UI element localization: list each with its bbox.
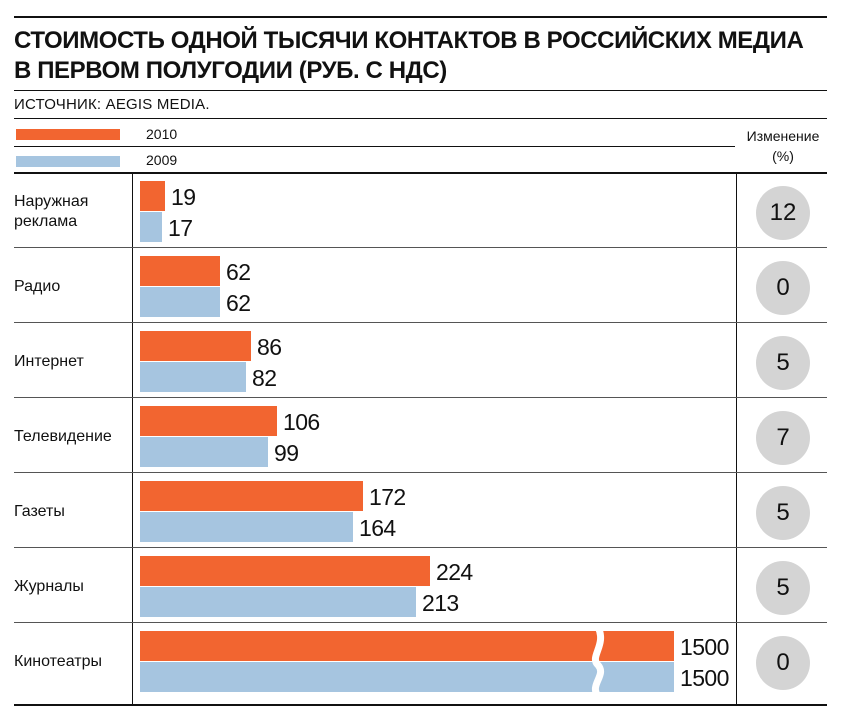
- value-label-2010-журналы: 224: [436, 559, 473, 585]
- value-label-2010-кинотеатры: 1500: [680, 634, 729, 660]
- bar-2009-кинотеатры: [140, 662, 674, 692]
- chart-title: СТОИМОСТЬ ОДНОЙ ТЫСЯЧИ КОНТАКТОВ В РОССИ…: [14, 26, 814, 86]
- bar-2009-телевидение: [140, 437, 268, 467]
- plot-top-rule: [14, 172, 827, 174]
- bar-2010-кинотеатры: [140, 631, 674, 661]
- category-label-интернет: Интернет: [14, 353, 84, 370]
- bar-2009-журналы: [140, 587, 416, 617]
- row-separator: [14, 547, 827, 548]
- bar-2010-интернет: [140, 331, 251, 361]
- bar-2009-радио: [140, 287, 220, 317]
- category-label-кинотеатры: Кинотеатры: [14, 653, 102, 670]
- value-label-2009-кинотеатры: 1500: [680, 665, 729, 691]
- value-label-2010-интернет: 86: [257, 334, 282, 360]
- change-badge-радио: 0: [756, 261, 810, 315]
- title-rule: [14, 90, 827, 91]
- change-header-line-2: (%): [772, 148, 794, 164]
- category-label-наружная-реклама: Наружная реклама: [14, 193, 89, 230]
- legend-label-2009: 2009: [146, 152, 178, 168]
- value-label-2009-газеты: 164: [359, 515, 396, 541]
- bar-2010-наружная-реклама: [140, 181, 165, 211]
- category-axis-line: [132, 172, 133, 704]
- value-label-2009-журналы: 213: [422, 590, 459, 616]
- row-separator: [14, 322, 827, 323]
- change-header-line-1: Изменение: [746, 128, 820, 144]
- bar-2010-журналы: [140, 556, 430, 586]
- category-label-газеты: Газеты: [14, 503, 65, 520]
- category-label-телевидение: Телевидение: [14, 428, 112, 445]
- title-line-2: В ПЕРВОМ ПОЛУГОДИИ (РУБ. С НДС): [14, 57, 447, 84]
- source-rule: [14, 118, 827, 119]
- value-label-2009-радио: 62: [226, 290, 251, 316]
- row-separator: [14, 472, 827, 473]
- category-label-журналы: Журналы: [14, 578, 84, 595]
- top-rule: [14, 16, 827, 18]
- title-line-1: СТОИМОСТЬ ОДНОЙ ТЫСЯЧИ КОНТАКТОВ В РОССИ…: [14, 27, 804, 54]
- legend-label-2010: 2010: [146, 126, 178, 142]
- category-label-радио: Радио: [14, 278, 61, 295]
- bottom-rule: [14, 704, 827, 706]
- change-badge-телевидение: 7: [756, 411, 810, 465]
- value-label-2010-телевидение: 106: [283, 409, 320, 435]
- legend-swatch-2010: [16, 129, 120, 140]
- value-label-2009-телевидение: 99: [274, 440, 299, 466]
- legend-swatch-2009: [16, 156, 120, 167]
- change-badge-кинотеатры: 0: [756, 636, 810, 690]
- row-separator: [14, 622, 827, 623]
- value-label-2009-наружная-реклама: 17: [168, 215, 193, 241]
- row-separator: [14, 397, 827, 398]
- bar-2010-телевидение: [140, 406, 277, 436]
- bar-2009-газеты: [140, 512, 353, 542]
- bar-break-mark: [591, 625, 605, 699]
- change-badge-газеты: 5: [756, 486, 810, 540]
- change-badge-интернет: 5: [756, 336, 810, 390]
- change-column-header: Изменение (%): [738, 126, 828, 166]
- change-column-divider: [736, 172, 737, 704]
- bar-2010-радио: [140, 256, 220, 286]
- change-badge-наружная-реклама: 12: [756, 186, 810, 240]
- row-separator: [14, 247, 827, 248]
- bar-2009-наружная-реклама: [140, 212, 162, 242]
- value-label-2010-радио: 62: [226, 259, 251, 285]
- value-label-2010-газеты: 172: [369, 484, 406, 510]
- value-label-2010-наружная-реклама: 19: [171, 184, 196, 210]
- bar-2010-газеты: [140, 481, 363, 511]
- source-note: ИСТОЧНИК: AEGIS MEDIA.: [14, 96, 210, 113]
- legend-rule: [14, 146, 735, 147]
- bar-2009-интернет: [140, 362, 246, 392]
- change-badge-журналы: 5: [756, 561, 810, 615]
- value-label-2009-интернет: 82: [252, 365, 277, 391]
